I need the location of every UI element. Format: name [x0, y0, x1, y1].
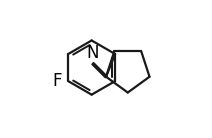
Text: F: F: [53, 72, 62, 90]
Text: N: N: [87, 44, 99, 62]
